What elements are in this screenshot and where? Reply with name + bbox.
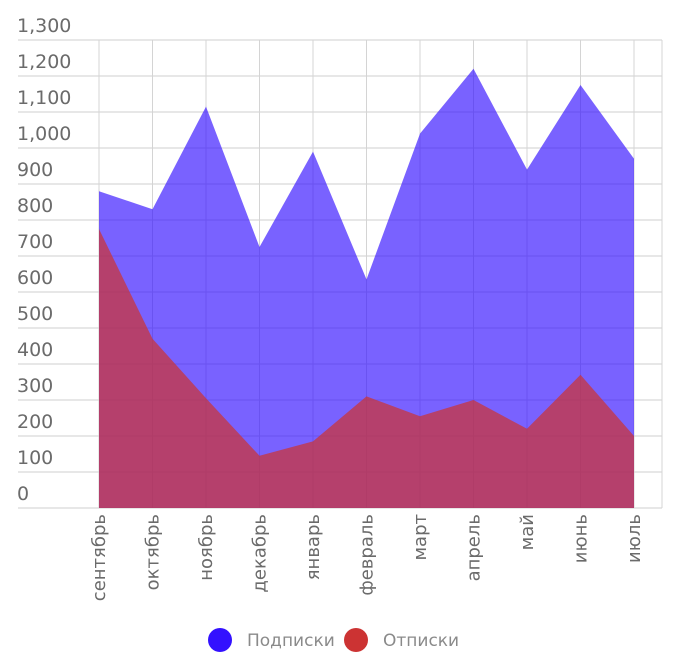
y-tick-label: 400 — [17, 339, 53, 361]
data-point — [526, 427, 529, 430]
x-tick-label: сентябрь — [89, 514, 110, 601]
y-tick-label: 200 — [17, 411, 53, 433]
data-point — [205, 105, 208, 108]
data-point — [151, 337, 154, 340]
data-point — [579, 373, 582, 376]
y-tick-label: 900 — [17, 159, 53, 181]
legend-label-1: Отписки — [383, 631, 459, 651]
data-point — [258, 246, 261, 249]
data-point — [312, 440, 315, 443]
data-point — [419, 415, 422, 418]
x-tick-label: март — [410, 514, 431, 561]
x-tick-label: май — [517, 514, 538, 550]
data-point — [419, 132, 422, 135]
data-point — [258, 454, 261, 457]
data-point — [365, 395, 368, 398]
x-tick-label: февраль — [357, 514, 378, 596]
x-tick-label: декабрь — [250, 514, 271, 593]
data-point — [472, 67, 475, 70]
data-point — [526, 168, 529, 171]
data-point — [633, 435, 636, 438]
y-tick-label: 100 — [17, 447, 53, 469]
y-axis-ticks: 0 100 200 300 400 500 600 700 800 900 1,000 1,100 1,… — [17, 15, 71, 505]
data-point — [365, 278, 368, 281]
y-tick-label: 1,300 — [17, 15, 71, 37]
data-point — [633, 157, 636, 160]
y-tick-label: 1,200 — [17, 51, 71, 73]
data-point — [205, 397, 208, 400]
x-tick-label: январь — [303, 514, 324, 580]
data-point — [98, 228, 101, 231]
series-area-1 — [99, 229, 634, 508]
legend-marker-1 — [344, 628, 368, 652]
y-tick-label: 600 — [17, 267, 53, 289]
x-tick-label: июнь — [571, 514, 592, 563]
x-tick-label: июль — [624, 514, 645, 563]
data-point — [472, 399, 475, 402]
legend: Подписки Отписки — [208, 628, 459, 652]
y-tick-label: 1,100 — [17, 87, 71, 109]
y-tick-label: 700 — [17, 231, 53, 253]
y-tick-label: 300 — [17, 375, 53, 397]
x-tick-label: ноябрь — [196, 514, 217, 581]
y-tick-label: 500 — [17, 303, 53, 325]
y-tick-label: 0 — [17, 483, 29, 505]
y-tick-label: 800 — [17, 195, 53, 217]
data-point — [151, 208, 154, 211]
x-tick-label: апрель — [464, 514, 485, 581]
data-point — [312, 150, 315, 153]
series-areas — [98, 67, 636, 509]
legend-label-0: Подписки — [247, 631, 335, 651]
y-tick-label: 1,000 — [17, 123, 71, 145]
legend-marker-0 — [208, 628, 232, 652]
x-tick-label: октябрь — [143, 514, 164, 590]
x-axis-ticks: сентябрь октябрь ноябрь декабрь январь феврал… — [89, 514, 645, 601]
data-point — [579, 84, 582, 87]
series-area-0 — [99, 68, 634, 509]
data-point — [98, 190, 101, 193]
